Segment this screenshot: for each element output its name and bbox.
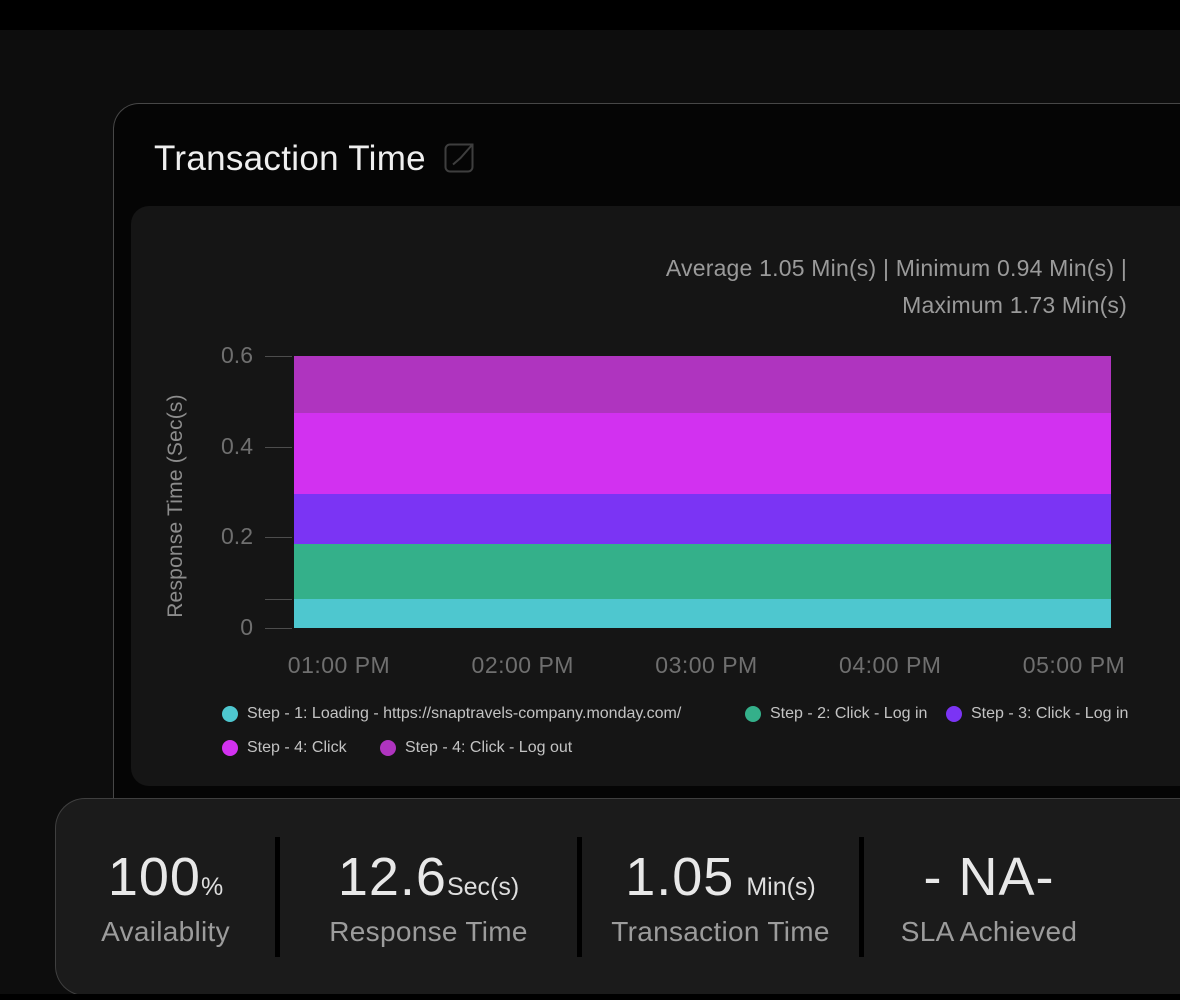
kpi-value: 1.05 <box>625 847 735 907</box>
kpi-divider <box>859 837 864 957</box>
kpi-label: Response Time <box>329 916 528 947</box>
kpi-divider <box>275 837 280 957</box>
bottom-black-strip <box>0 994 1180 1000</box>
y-axis-tick-label: 0.6 <box>221 341 253 368</box>
legend-item-step-4[interactable]: Step - 4: Click <box>222 738 347 758</box>
y-axis-title: Response Time (Sec(s) <box>164 394 187 618</box>
x-axis-tick-label: 02:00 PM <box>471 652 574 678</box>
kpi-label: SLA Achieved <box>900 916 1078 947</box>
kpi-value-row: 1.05 Min(s) <box>625 846 816 908</box>
kpi-sla-achieved: - NA- SLA Achieved <box>864 799 1114 995</box>
chart-panel: Average 1.05 Min(s) | Minimum 0.94 Min(s… <box>131 206 1180 786</box>
kpi-label: Availablity <box>101 916 230 947</box>
legend-dot-icon <box>380 740 396 756</box>
series-band-step-1 <box>294 598 1111 628</box>
kpi-transaction-time: 1.05 Min(s) Transaction Time <box>582 799 859 995</box>
series-band-step-5 <box>294 356 1111 413</box>
y-axis-tick <box>265 537 292 539</box>
kpi-response-time: 12.6 Sec(s) Response Time <box>280 799 577 995</box>
legend-dot-icon <box>745 706 761 722</box>
y-axis-tick <box>265 446 292 448</box>
legend-label: Step - 2: Click - Log in <box>770 705 928 722</box>
chart-summary: Average 1.05 Min(s) | Minimum 0.94 Min(s… <box>666 250 1127 324</box>
series-band-step-4 <box>294 412 1111 495</box>
top-black-strip <box>0 0 1180 30</box>
legend-label: Step - 4: Click - Log out <box>405 739 573 756</box>
kpi-unit: Min(s) <box>746 873 816 901</box>
kpi-unit: % <box>200 873 224 901</box>
summary-line-1: Average 1.05 Min(s) | Minimum 0.94 Min(s… <box>665 255 1127 281</box>
y-axis-tick <box>265 356 292 357</box>
external-link-icon[interactable] <box>440 140 478 181</box>
summary-line-2: Maximum 1.73 Min(s) <box>902 292 1127 318</box>
legend-dot-icon <box>946 706 962 722</box>
legend-label: Step - 3: Click - Log in <box>971 705 1129 722</box>
card-header: Transaction Time <box>114 104 1180 181</box>
kpi-value: 100 <box>107 847 201 907</box>
transaction-time-card: Transaction Time Average 1.05 Min(s) | M… <box>113 103 1180 798</box>
transaction-time-plot <box>294 356 1111 628</box>
legend-item-step-5[interactable]: Step - 4: Click - Log out <box>380 738 572 758</box>
x-axis-tick-label: 05:00 PM <box>1022 652 1126 678</box>
kpi-unit: Sec(s) <box>446 873 520 901</box>
x-axis-tick-label: 03:00 PM <box>655 652 758 678</box>
legend-item-step-2[interactable]: Step - 2: Click - Log in <box>745 704 927 724</box>
kpi-divider <box>577 837 582 957</box>
x-axis-tick-label: 04:00 PM <box>839 652 942 678</box>
y-axis-tick <box>265 628 292 629</box>
y-axis-tick-label: 0 <box>240 613 253 640</box>
legend-item-step-1[interactable]: Step - 1: Loading - https://snaptravels-… <box>222 704 681 724</box>
kpi-label: Transaction Time <box>611 916 830 947</box>
page-title: Transaction Time <box>154 138 426 178</box>
y-axis-tick-label: 0.4 <box>221 432 253 459</box>
legend-item-step-3[interactable]: Step - 3: Click - Log in <box>946 704 1128 724</box>
kpi-value: - NA- <box>923 847 1055 907</box>
legend-label: Step - 1: Loading - https://snaptravels-… <box>247 705 682 722</box>
y-axis-tick-label: 0.2 <box>221 523 253 550</box>
legend-dot-icon <box>222 706 238 722</box>
kpi-value-row: 12.6 Sec(s) <box>338 846 519 908</box>
kpi-bar: 100% Availablity 12.6 Sec(s) Response Time 1.… <box>55 798 1180 996</box>
x-axis-tick-label: 01:00 PM <box>287 652 391 678</box>
kpi-availablity: 100% Availablity <box>56 799 275 995</box>
series-band-step-3 <box>294 494 1111 545</box>
legend-label: Step - 4: Click <box>247 739 347 756</box>
kpi-value-row: - NA- <box>924 846 1055 908</box>
series-band-step-2 <box>294 544 1111 599</box>
y-axis-minor-tick <box>265 598 292 600</box>
legend-dot-icon <box>222 740 238 756</box>
kpi-value: 12.6 <box>337 847 447 907</box>
kpi-value-row: 100% <box>108 846 223 908</box>
